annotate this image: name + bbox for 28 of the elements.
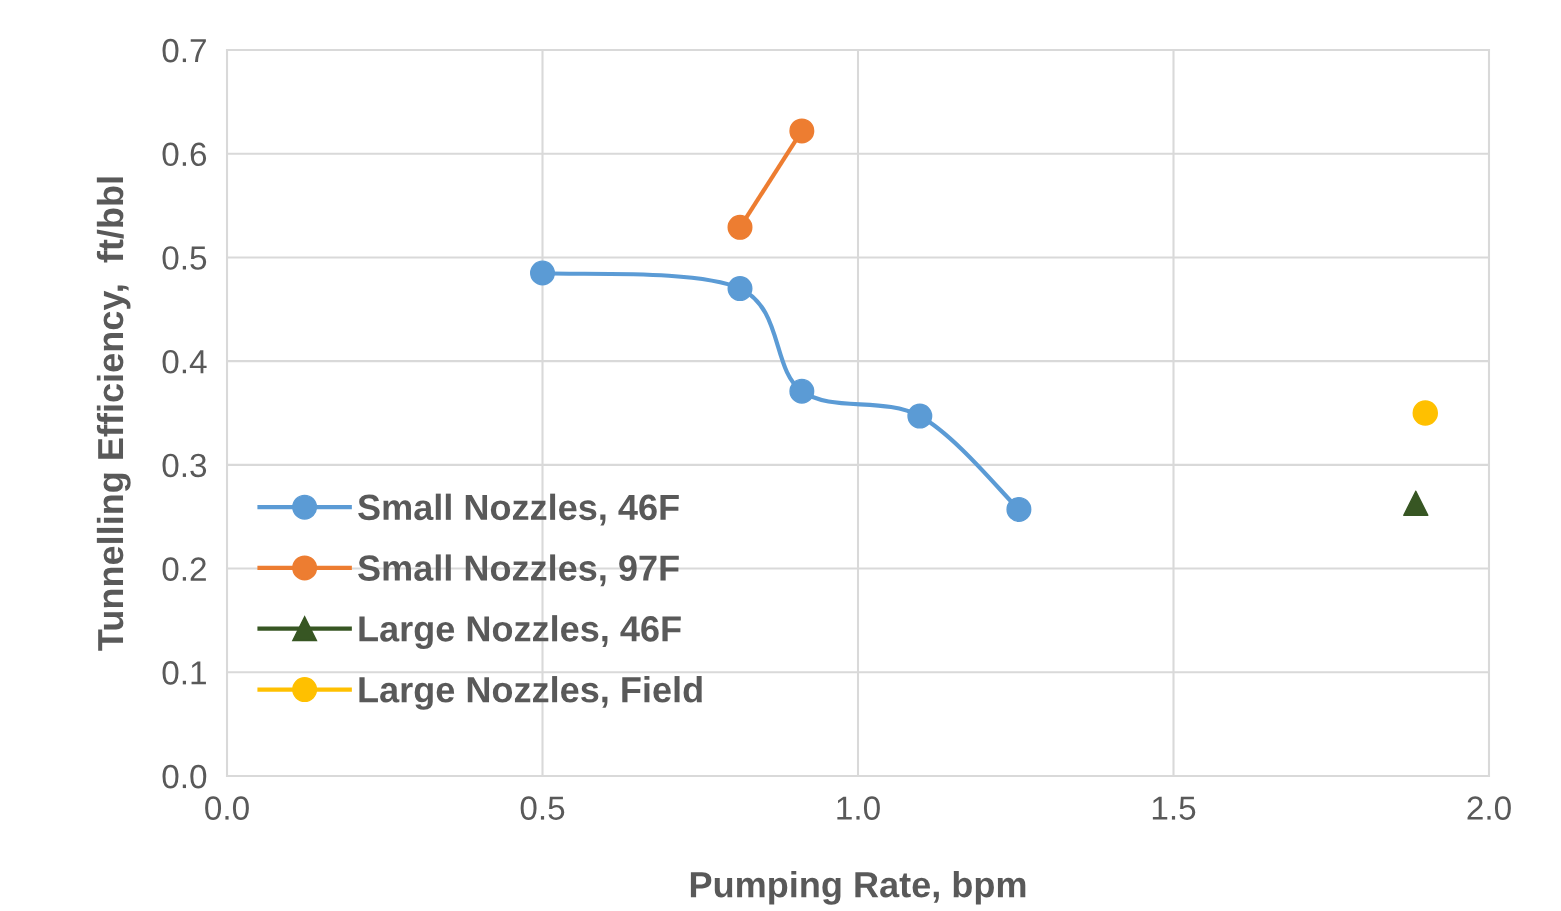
y-tick-label: 0.1 [162, 661, 206, 685]
y-tick-label: 0.6 [162, 142, 207, 167]
point [727, 214, 753, 240]
y-tick-label: 0.7 [162, 38, 206, 63]
x-tick-label: 0.0 [205, 796, 249, 820]
point [1403, 490, 1429, 516]
legend-label: Small Nozzles, 46F [358, 493, 679, 526]
y-tick-label: 0.5 [162, 246, 207, 270]
point [727, 276, 753, 302]
y-axis-title: Tunnelling Efficiency, ft/bbl [96, 177, 131, 651]
x-tick-label: 1.0 [837, 796, 880, 820]
y-tick-label: 0.3 [162, 453, 207, 478]
point [789, 378, 815, 404]
point [1412, 400, 1438, 426]
point [1006, 496, 1032, 522]
legend-label: Large Nozzles, Field [359, 676, 702, 710]
legend-label: Small Nozzles, 97F [358, 554, 679, 587]
x-tick-label: 0.5 [520, 796, 565, 820]
y-tick-label: 0.4 [162, 349, 207, 374]
x-tick-label: 1.5 [1152, 796, 1196, 820]
point [907, 403, 933, 429]
point [789, 118, 815, 144]
x-axis-title: Pumping Rate, bpm [690, 870, 1026, 905]
x-tick-label: 2.0 [1467, 796, 1511, 820]
legend-label: Large Nozzles, 46F [359, 615, 681, 649]
y-tick-label: 0.2 [162, 557, 206, 581]
point [529, 260, 556, 286]
y-tick-label: 0.0 [162, 764, 207, 789]
